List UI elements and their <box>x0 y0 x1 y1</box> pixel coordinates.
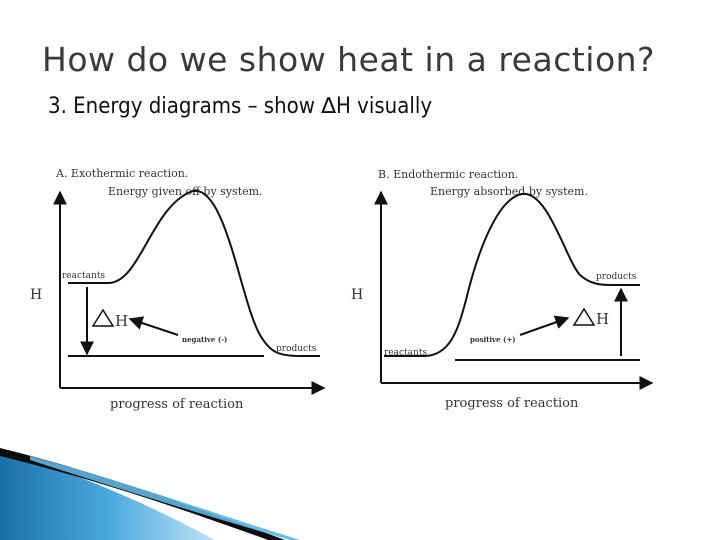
diagram-a-sign-label: negative (-) <box>182 335 227 344</box>
diagram-endothermic: B. Endothermic reaction. Energy absorbed… <box>351 168 654 411</box>
bullet-number: 3. <box>48 94 67 119</box>
diagram-exothermic: A. Exothermic reaction. Energy given off… <box>30 167 326 412</box>
diagram-b-x-axis-label: progress of reaction <box>445 396 579 411</box>
bullet-text-before: Energy diagrams – show <box>73 94 322 119</box>
diagram-a-delta-triangle-icon <box>91 308 115 327</box>
diagram-b-caption-line2: Energy absorbed by system. <box>430 185 588 198</box>
diagram-b-reactants-label: reactants <box>384 348 427 358</box>
delta-symbol: ∆ <box>321 94 336 119</box>
decorative-swoosh <box>0 448 300 540</box>
diagram-b-pointer-arrow <box>519 315 570 336</box>
diagram-b-energy-curve <box>384 192 640 357</box>
diagram-b-products-label: products <box>596 272 637 282</box>
diagram-b-caption-line1: B. Endothermic reaction. <box>378 168 518 181</box>
slide-title: How do we show heat in a reaction? <box>42 40 656 79</box>
diagram-a-x-axis-label: progress of reaction <box>110 397 244 412</box>
diagram-a-caption-line2: Energy given off by system. <box>108 185 263 198</box>
diagram-a-products-label: products <box>276 344 317 354</box>
diagram-a-y-axis-label: H <box>30 287 42 303</box>
bullet-text-after: H visually <box>335 94 433 119</box>
diagram-a-caption-line1: A. Exothermic reaction. <box>55 167 188 180</box>
diagram-b-delta-h-label: H <box>596 310 609 328</box>
diagram-b-y-axis-label: H <box>351 287 363 303</box>
bullet-text: 3. Energy diagrams – show ∆H visually <box>48 94 432 119</box>
diagram-a-energy-curve <box>68 189 320 357</box>
diagram-a-reactants-label: reactants <box>62 271 105 281</box>
diagram-a-pointer-arrow <box>128 316 179 336</box>
diagram-a-delta-h-label: H <box>115 312 128 330</box>
diagram-b-delta-triangle-icon <box>572 307 596 326</box>
diagram-b-sign-label: positive (+) <box>470 335 516 344</box>
